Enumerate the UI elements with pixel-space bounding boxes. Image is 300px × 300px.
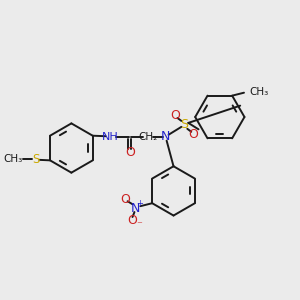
Text: O: O (125, 146, 135, 159)
Text: CH₃: CH₃ (249, 87, 268, 97)
Text: S: S (33, 153, 40, 166)
Text: CH₃: CH₃ (3, 154, 22, 164)
Text: O: O (171, 109, 180, 122)
Text: O: O (188, 128, 198, 141)
Text: CH₂: CH₂ (138, 132, 158, 142)
Text: N: N (161, 130, 170, 143)
Text: S: S (180, 118, 188, 131)
Text: O: O (121, 193, 130, 206)
Text: +: + (136, 199, 143, 208)
Text: ⁻: ⁻ (136, 220, 142, 230)
Text: O: O (128, 214, 137, 227)
Text: NH: NH (102, 132, 119, 142)
Text: N: N (131, 202, 140, 214)
